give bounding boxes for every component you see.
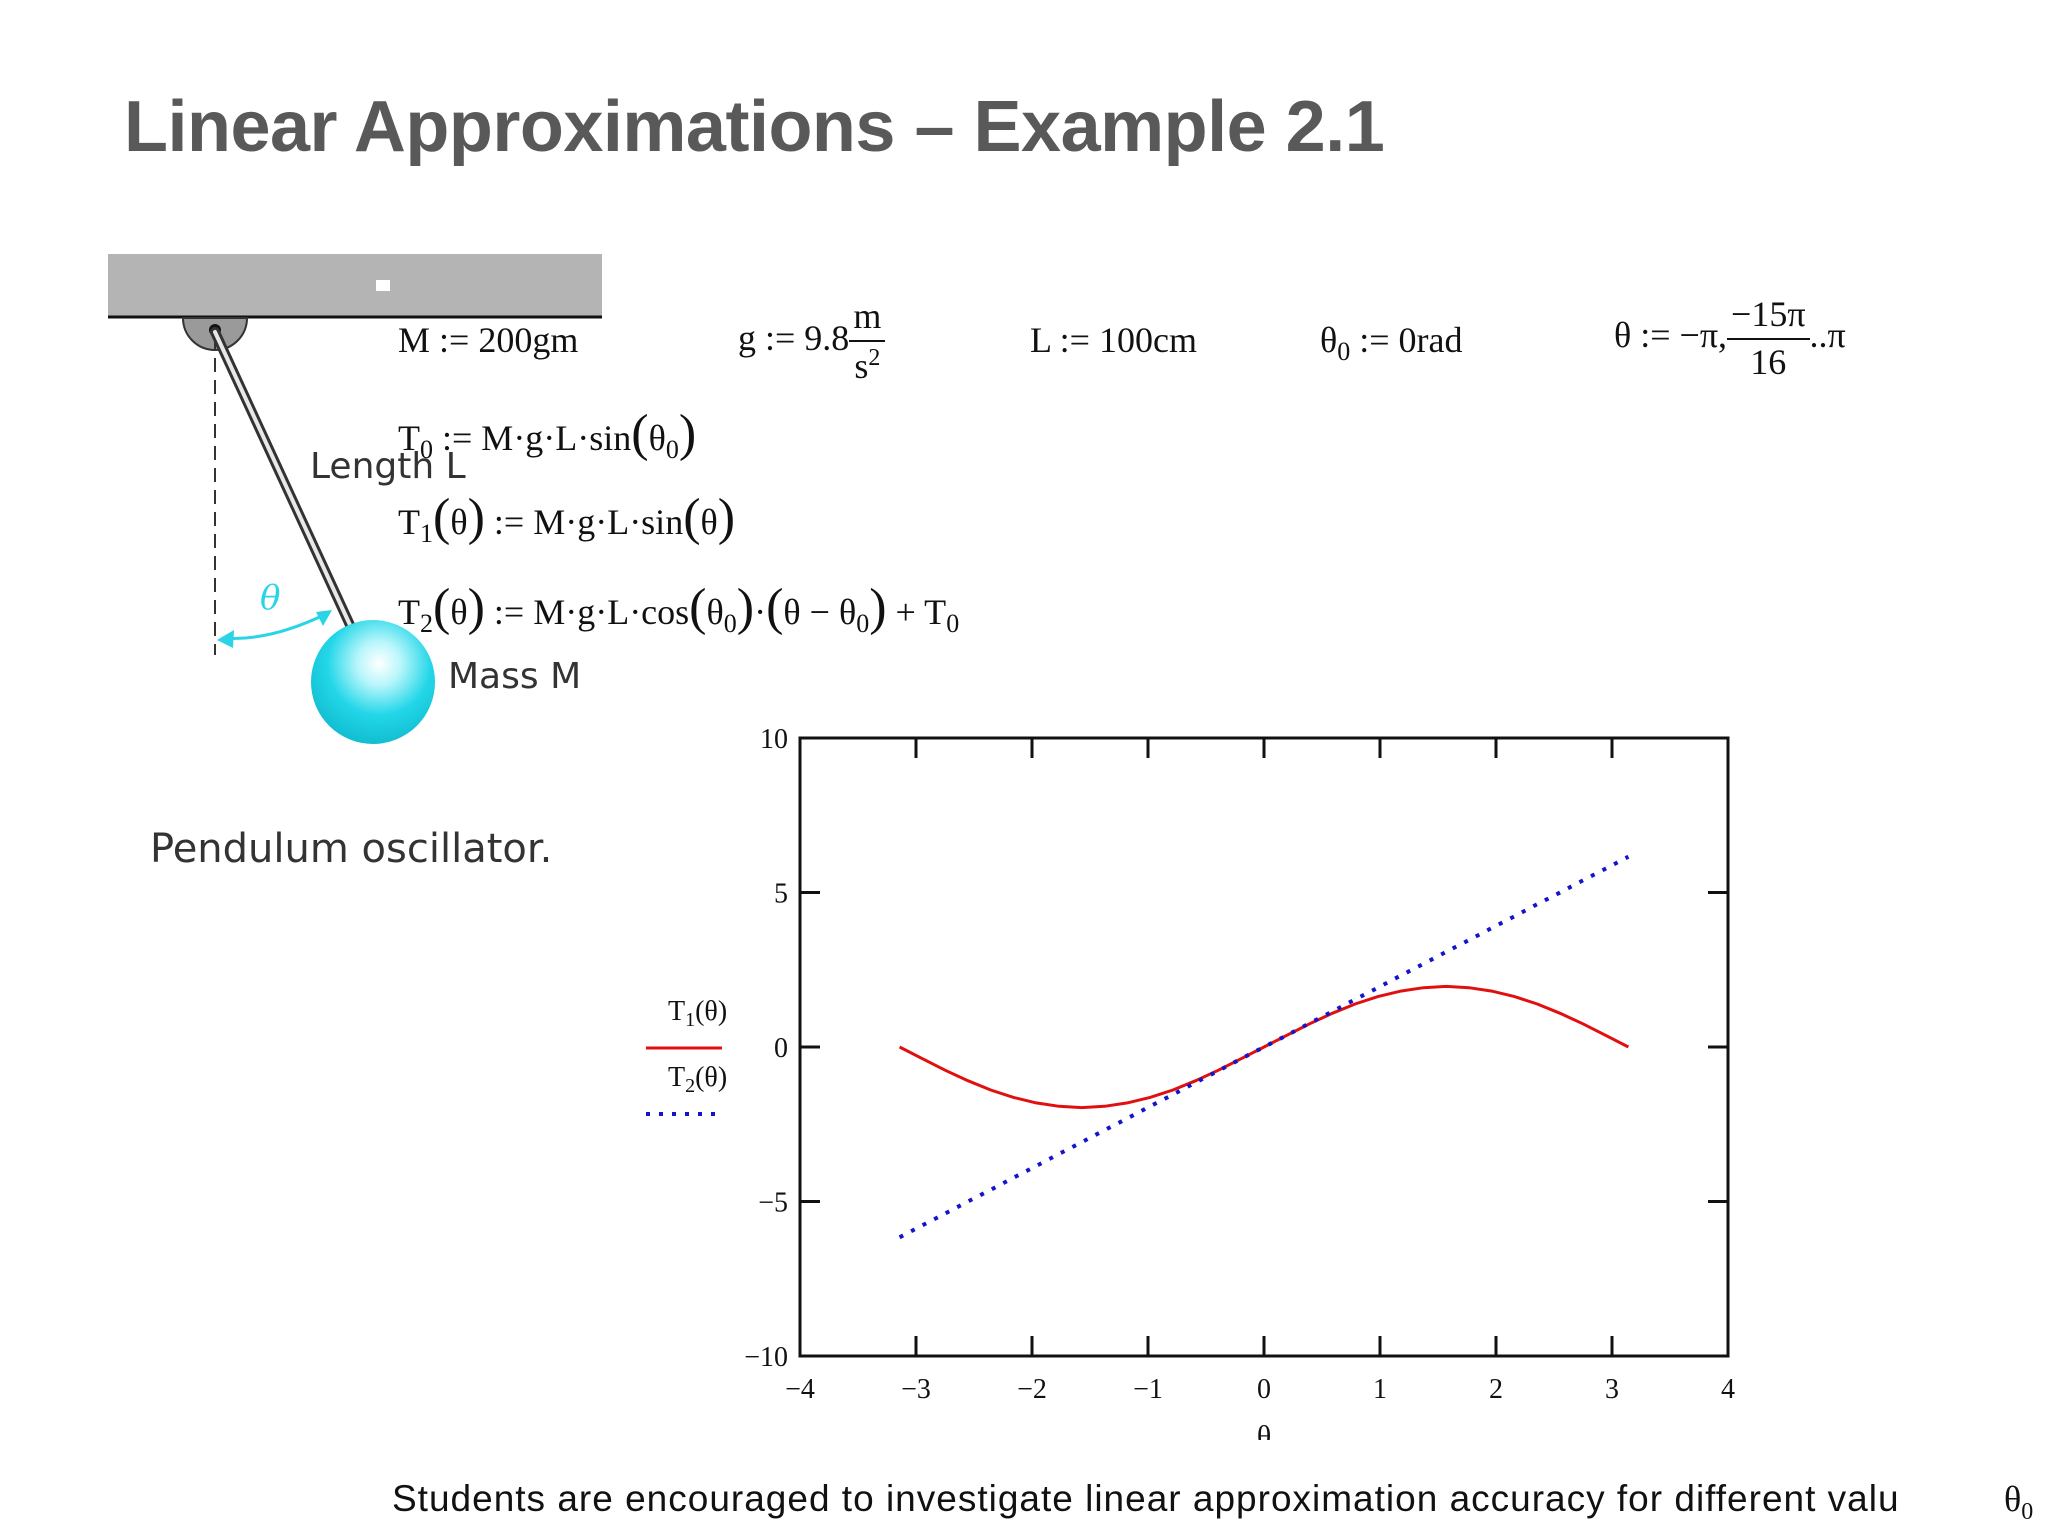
legend-label-2: T2(θ) xyxy=(668,1062,727,1097)
legend-label-1: T1(θ) xyxy=(668,996,727,1031)
angle-label: θ xyxy=(260,578,281,618)
T2-diff-sub: 0 xyxy=(856,609,870,638)
def-theta-range: θ := −π, −15π 16 ..π xyxy=(1614,295,1846,382)
gravity-units-fraction: m s2 xyxy=(849,297,886,386)
mass-label: Mass M xyxy=(448,656,582,697)
def-mass: M := 200gm xyxy=(398,320,579,360)
x-tick-label: 0 xyxy=(1257,1374,1271,1405)
pendulum-figure: Length L θ Mass M Pendulum oscillator. xyxy=(80,250,620,872)
x-tick-label: 4 xyxy=(1721,1374,1735,1405)
y-tick-label: −10 xyxy=(744,1342,788,1373)
y-tick-label: 5 xyxy=(774,879,788,910)
T2-cos-sub: 0 xyxy=(723,609,737,638)
T2-mul: · xyxy=(754,592,767,632)
slide-title: Linear Approximations – Example 2.1 xyxy=(124,87,1385,167)
x-tick-label: 3 xyxy=(1605,1374,1619,1405)
x-tick-label: −4 xyxy=(785,1374,815,1405)
theta-step-den: 16 xyxy=(1750,341,1787,382)
def-theta0: θ0 := 0rad xyxy=(1320,322,1463,365)
T2-arg: θ xyxy=(450,592,468,632)
def-length: L := 100cm xyxy=(1030,320,1197,360)
y-tick-label: 0 xyxy=(774,1033,788,1064)
gravity-units-den: s xyxy=(854,345,869,386)
def-theta0-value: := 0rad xyxy=(1350,320,1463,360)
T2-plus: + T xyxy=(886,592,947,632)
T2-plus-sub: 0 xyxy=(946,609,960,638)
footer-theta-sub: 0 xyxy=(2021,1499,2034,1526)
ceiling-bar xyxy=(108,254,602,316)
x-tick-label: 2 xyxy=(1489,1374,1503,1405)
ceiling-mark xyxy=(376,280,390,291)
x-tick-label: −1 xyxy=(1133,1374,1163,1405)
chart-container: −4 −3 −2 −1 0 1 2 3 4 −10 −5 0 5 10 θ T1(θ) T2(θ) xyxy=(620,720,1760,1453)
T1-arg: θ xyxy=(450,502,468,542)
angle-arrow-left-icon xyxy=(217,630,234,648)
y-tick-label: −5 xyxy=(758,1188,788,1219)
gravity-units-exp: 2 xyxy=(868,344,881,371)
theta-step-fraction: −15π 16 xyxy=(1727,295,1810,382)
T2-body: := M·g·L·cos xyxy=(484,592,690,632)
T2-name: T xyxy=(398,592,420,632)
footer-note: Students are encouraged to investigate l… xyxy=(392,1478,1900,1519)
def-gravity: g := 9.8 m s2 xyxy=(738,297,886,386)
T0-sub: 0 xyxy=(420,435,433,464)
x-tick-label: 1 xyxy=(1373,1374,1387,1405)
T0-name: T xyxy=(398,418,420,458)
pendulum-rod-highlight xyxy=(213,330,352,627)
def-T1: T1(θ) := M·g·L·sin(θ) xyxy=(398,489,736,548)
x-tick-label: −3 xyxy=(901,1374,931,1405)
T1-sub: 1 xyxy=(420,519,433,548)
T1-body-arg: θ xyxy=(700,502,718,542)
footer-theta-symbol: θ xyxy=(2004,1479,2022,1519)
def-gravity-prefix: g := 9.8 xyxy=(738,318,850,359)
series-line-1 xyxy=(898,984,1630,1110)
def-theta0-symbol: θ xyxy=(1320,320,1338,360)
pendulum-diagram xyxy=(108,254,602,744)
x-axis-label: θ xyxy=(1257,1420,1271,1440)
x-tick-label: −2 xyxy=(1017,1374,1047,1405)
def-T2: T2(θ) := M·g·L·cos(θ0)·(θ − θ0) + T0 xyxy=(398,579,960,638)
pendulum-mass xyxy=(311,620,435,744)
y-tick-label: 10 xyxy=(760,724,788,755)
def-theta-suffix: ..π xyxy=(1809,315,1846,356)
footer-theta0: θ0 xyxy=(2004,1478,2033,1526)
length-label: Length L xyxy=(310,446,466,487)
T0-arg: θ xyxy=(648,418,666,458)
def-theta0-sub: 0 xyxy=(1337,337,1351,366)
def-theta-prefix: θ := −π, xyxy=(1614,315,1728,356)
gravity-units-num: m xyxy=(849,297,886,342)
T2-diff: θ − θ xyxy=(783,592,857,632)
figure-caption: Pendulum oscillator. xyxy=(150,826,553,872)
angle-arrow-right-icon xyxy=(316,610,332,626)
T2-cos-arg: θ xyxy=(706,592,724,632)
T0-body: := M·g·L·sin xyxy=(433,418,632,458)
def-T0: T0 := M·g·L·sin(θ0) xyxy=(398,405,697,464)
T2-sub: 2 xyxy=(420,609,433,638)
T0-arg-sub: 0 xyxy=(665,435,679,464)
T1-body: := M·g·L·sin xyxy=(484,502,684,542)
T1-name: T xyxy=(398,502,420,542)
theta-step-num: −15π xyxy=(1727,295,1810,340)
